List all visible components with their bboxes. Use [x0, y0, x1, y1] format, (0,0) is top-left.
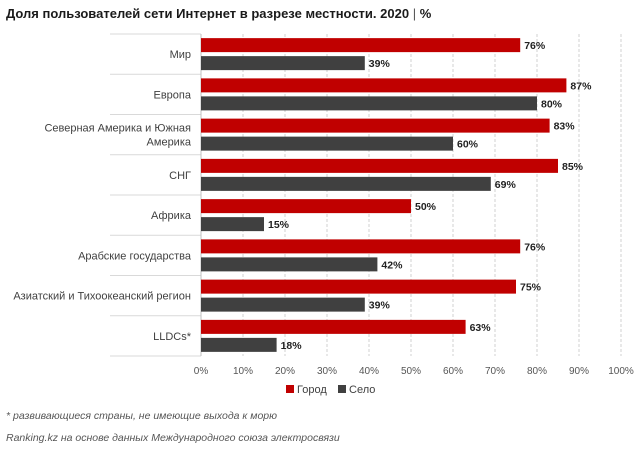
source-note: Ranking.kz на основе данных Международно…: [6, 432, 340, 444]
x-tick-label: 20%: [275, 366, 295, 377]
data-label: 63%: [470, 322, 492, 334]
data-label: 87%: [570, 80, 592, 92]
data-label: 50%: [415, 201, 437, 213]
bar-village: [201, 176, 491, 191]
title-text: Доля пользователей сети Интернет в разре…: [6, 6, 410, 21]
x-tick-label: 60%: [443, 366, 463, 377]
bar-village: [201, 136, 453, 151]
data-label: 76%: [524, 40, 546, 52]
x-tick-label: 30%: [317, 366, 337, 377]
bar-village: [201, 56, 365, 71]
category-label: Америка: [147, 137, 192, 149]
data-label: 60%: [457, 139, 479, 151]
bar-city: [201, 199, 411, 214]
legend-swatch: [286, 385, 294, 393]
data-label: 15%: [268, 219, 290, 231]
data-label: 42%: [381, 259, 403, 271]
bar-village: [201, 96, 537, 111]
category-label: Африка: [151, 210, 192, 222]
x-tick-label: 100%: [608, 366, 634, 377]
data-label: 69%: [495, 179, 517, 191]
x-tick-label: 70%: [485, 366, 505, 377]
data-label: 39%: [369, 58, 391, 70]
bar-city: [201, 158, 558, 173]
category-label: LLDCs*: [153, 331, 192, 343]
x-tick-label: 90%: [569, 366, 589, 377]
data-label: 75%: [520, 282, 542, 294]
bar-city: [201, 38, 521, 53]
bar-city: [201, 279, 516, 294]
x-tick-label: 10%: [233, 366, 253, 377]
category-label: Азиатский и Тихоокеанский регион: [13, 291, 191, 303]
chart-title: Доля пользователей сети Интернет в разре…: [6, 6, 431, 21]
data-label: 80%: [541, 98, 563, 110]
bar-village: [201, 297, 365, 312]
legend-swatch: [338, 385, 346, 393]
category-label: СНГ: [169, 170, 191, 182]
bar-village: [201, 217, 264, 232]
bar-village: [201, 257, 378, 272]
title-unit: %: [419, 6, 432, 21]
data-label: 85%: [562, 161, 584, 173]
legend-label: Село: [349, 384, 375, 396]
category-label: Северная Америка и Южная: [44, 123, 191, 135]
x-tick-label: 80%: [527, 366, 547, 377]
category-label: Мир: [170, 49, 191, 61]
x-tick-label: 50%: [401, 366, 421, 377]
category-label: Арабские государства: [78, 250, 192, 262]
category-label: Европа: [154, 89, 192, 101]
data-label: 39%: [369, 300, 391, 312]
bar-village: [201, 337, 277, 352]
x-tick-label: 0%: [194, 366, 209, 377]
bar-city: [201, 118, 550, 133]
data-label: 18%: [281, 340, 303, 352]
x-tick-label: 40%: [359, 366, 379, 377]
legend-label: Город: [297, 384, 327, 396]
bar-city: [201, 239, 521, 254]
bar-city: [201, 78, 567, 93]
data-label: 76%: [524, 241, 546, 253]
data-label: 83%: [554, 121, 576, 133]
title-separator: |: [412, 6, 417, 21]
bar-city: [201, 319, 466, 334]
footnote: * развивающиеся страны, не имеющие выход…: [6, 410, 278, 422]
